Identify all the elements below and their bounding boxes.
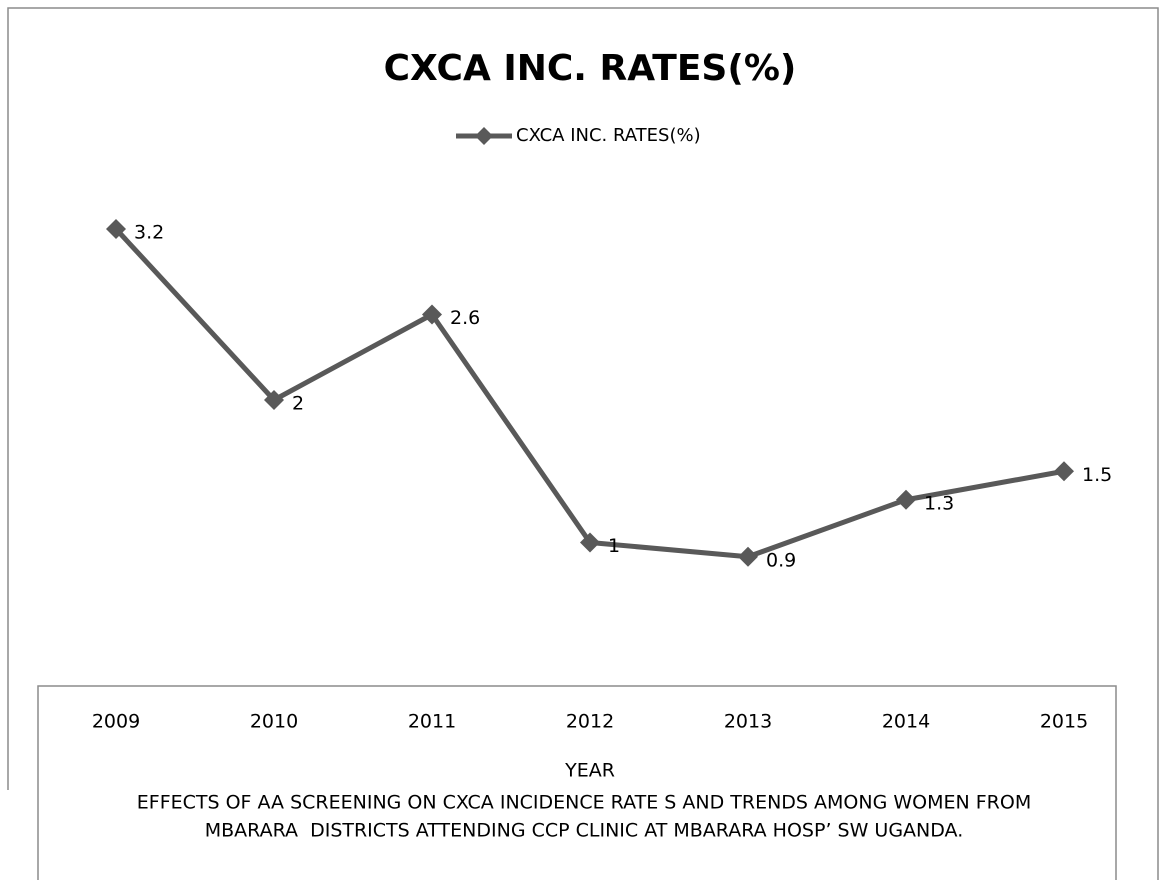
data-label: 3.2	[134, 222, 164, 244]
point-marker	[580, 532, 600, 553]
point-marker	[896, 489, 916, 510]
x-axis-label: YEAR	[564, 760, 615, 782]
legend-marker	[475, 127, 493, 145]
x-tick-label: 2010	[250, 711, 298, 733]
legend-label: CXCA INC. RATES(%)	[516, 125, 701, 146]
data-label: 2	[292, 393, 304, 415]
x-tick-label: 2012	[566, 711, 614, 733]
caption-line: EFFECTS OF AA SCREENING ON CXCA INCIDENC…	[137, 792, 1031, 814]
point-marker	[106, 219, 126, 239]
point-marker	[738, 546, 758, 567]
point-marker	[264, 390, 284, 410]
chart-title: CXCA INC. RATES(%)	[384, 48, 797, 89]
data-label: 1.5	[1082, 464, 1112, 486]
caption-line: MBARARA DISTRICTS ATTENDING CCP CLINIC A…	[205, 820, 964, 842]
point-marker	[422, 304, 442, 325]
axis-box	[37, 685, 1117, 880]
x-tick-label: 2015	[1040, 711, 1088, 733]
x-tick-label: 2009	[92, 711, 140, 733]
data-label: 1.3	[924, 492, 954, 514]
data-label: 2.6	[450, 307, 480, 329]
chart-border	[7, 7, 1159, 880]
x-tick-label: 2013	[724, 711, 772, 733]
series-line	[114, 227, 1065, 560]
data-label: 0.9	[766, 549, 796, 571]
point-marker	[1054, 461, 1074, 482]
x-tick-label: 2014	[882, 711, 930, 733]
data-label: 1	[608, 535, 620, 557]
x-tick-label: 2011	[408, 711, 456, 733]
